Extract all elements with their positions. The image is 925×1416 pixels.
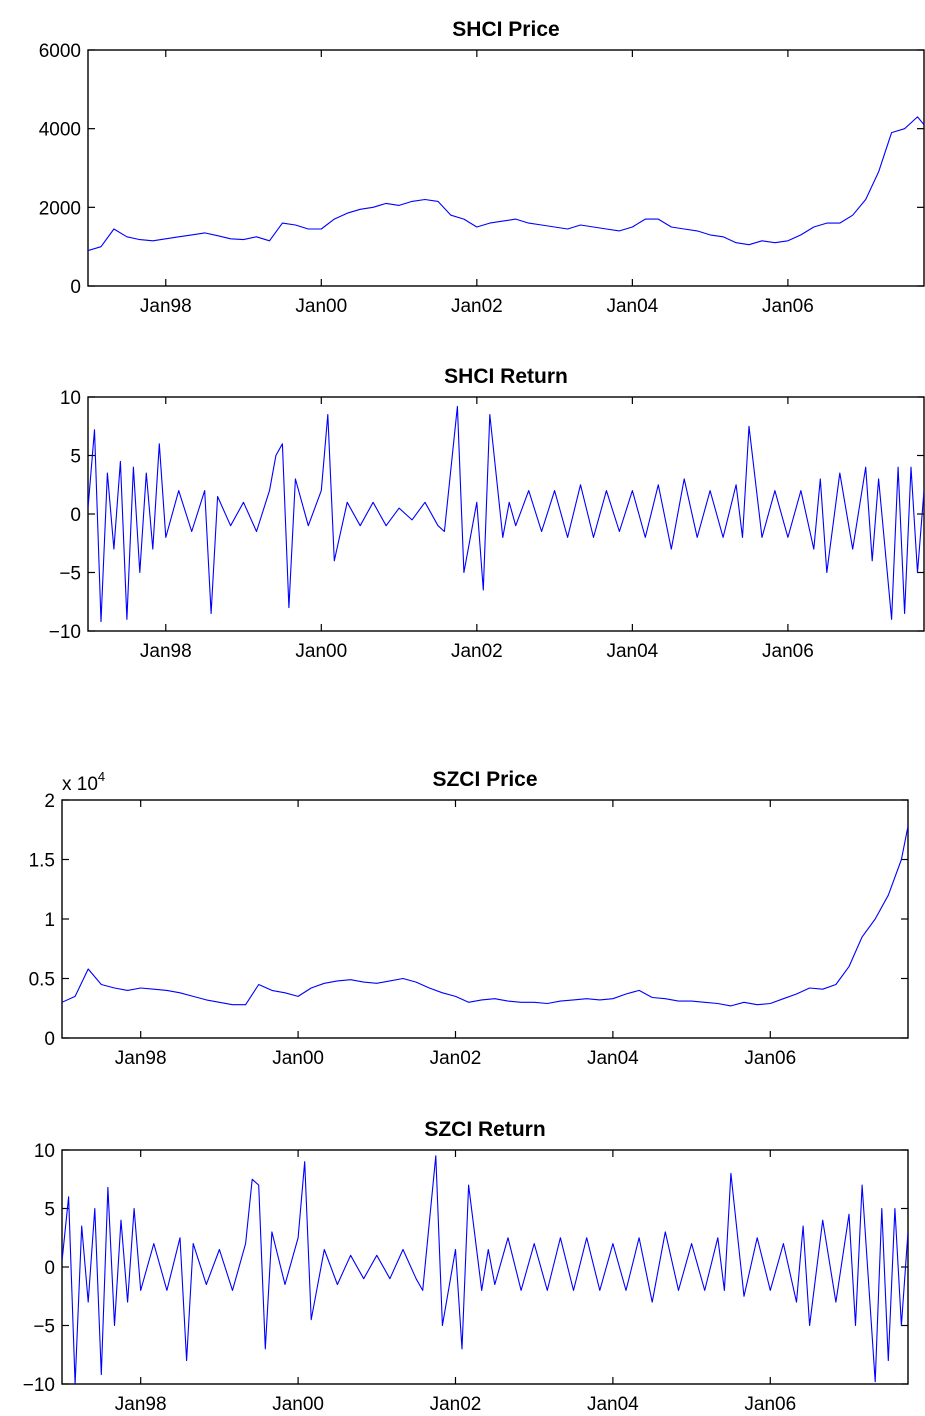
x-tick-label: Jan00: [272, 1048, 324, 1069]
shci-price-series-line: [88, 116, 924, 252]
y-tick-label: 10: [34, 1141, 55, 1162]
x-tick-label: Jan98: [140, 641, 192, 662]
szci-price-title: SZCI Price: [432, 768, 537, 791]
shci-price-chart: SHCI Price 0 2000 4000 6000 Jan98 Jan00 Jan02 Ja…: [39, 18, 925, 317]
x-tick-label: Jan04: [606, 296, 658, 317]
shci-price-axes: [87, 49, 925, 287]
y-tick-label: 0: [44, 1258, 55, 1279]
y-tick-label: 6000: [39, 41, 81, 62]
y-tick-label: 4000: [39, 120, 81, 141]
x-tick-label: Jan06: [744, 1394, 796, 1415]
x-tick-label: Jan98: [140, 296, 192, 317]
x-tick-label: Jan04: [606, 641, 658, 662]
y-tick-label: 0: [70, 505, 81, 526]
szci-price-chart: SZCI Price 0 0.5 1 1.5 2 Jan98 Jan00 Jan02 Jan04 J…: [29, 768, 909, 1069]
y-tick-label: 2000: [39, 198, 81, 219]
szci-return-chart: SZCI Return −10 −5 0 5 10 Jan98 Jan00 Jan02 Jan04…: [23, 1118, 909, 1415]
x-tick-label: Jan98: [115, 1048, 167, 1069]
szci-return-title: SZCI Return: [424, 1118, 545, 1141]
y-tick-label: 5: [70, 447, 81, 468]
x-tick-label: Jan06: [762, 641, 814, 662]
x-tick-label: Jan02: [430, 1048, 482, 1069]
y-tick-label: 0: [70, 277, 81, 298]
szci-return-series-line: [62, 1155, 908, 1384]
x-tick-label: Jan02: [451, 641, 503, 662]
x-tick-label: Jan02: [451, 296, 503, 317]
exponent-base: x 10: [62, 774, 98, 795]
x-tick-label: Jan00: [295, 296, 347, 317]
x-tick-label: Jan06: [762, 296, 814, 317]
x-tick-label: Jan98: [115, 1394, 167, 1415]
y-tick-label: 5: [44, 1200, 55, 1221]
shci-return-series-line: [88, 405, 924, 623]
x-tick-label: Jan06: [744, 1048, 796, 1069]
y-tick-label: 0.5: [29, 970, 55, 991]
szci-price-exponent-label: x 104: [62, 769, 105, 795]
x-tick-label: Jan04: [587, 1048, 639, 1069]
y-tick-label: 1.5: [29, 851, 55, 872]
shci-return-chart: SHCI Return −10 −5 0 5 10 Jan98 Jan00 Jan02 Jan04…: [49, 365, 925, 662]
szci-price-axes: [61, 799, 909, 1039]
y-tick-label: 2: [44, 791, 55, 812]
x-tick-label: Jan00: [295, 641, 347, 662]
x-tick-label: Jan00: [272, 1394, 324, 1415]
y-tick-label: −10: [23, 1375, 55, 1396]
szci-price-series-line: [62, 826, 908, 1007]
y-tick-label: −5: [33, 1317, 55, 1338]
shci-return-axes: [87, 396, 925, 632]
x-tick-label: Jan02: [430, 1394, 482, 1415]
y-tick-label: 10: [60, 388, 81, 409]
exponent-power: 4: [98, 769, 105, 784]
shci-price-title: SHCI Price: [452, 18, 559, 41]
y-tick-label: −5: [59, 564, 81, 585]
y-tick-label: 0: [44, 1029, 55, 1050]
shci-return-title: SHCI Return: [444, 365, 568, 388]
x-tick-label: Jan04: [587, 1394, 639, 1415]
y-tick-label: 1: [44, 910, 55, 931]
y-tick-label: −10: [49, 622, 81, 643]
